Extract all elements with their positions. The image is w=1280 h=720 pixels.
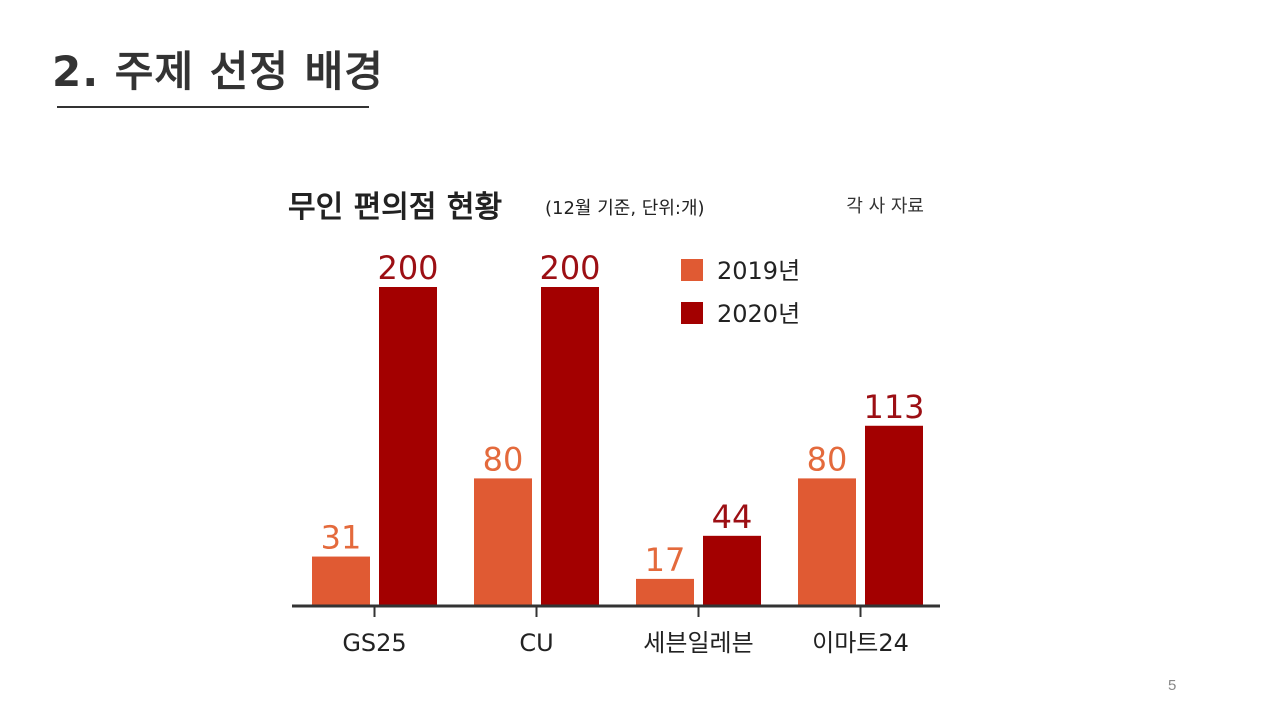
chart-title: 무인 편의점 현황 bbox=[288, 190, 502, 225]
value-label-2020-0: 200 bbox=[377, 249, 438, 287]
chart-value-labels: 31 200 80 200 17 44 80 113 bbox=[321, 249, 925, 579]
x-axis-ticks bbox=[373, 606, 862, 617]
value-label-2020-1: 200 bbox=[539, 249, 600, 287]
value-label-2020-2: 44 bbox=[712, 498, 753, 536]
bar-2020-3 bbox=[865, 425, 923, 606]
value-label-2019-3: 80 bbox=[807, 440, 848, 478]
bar-2020-1 bbox=[541, 287, 599, 606]
bar-2019-2 bbox=[636, 578, 694, 606]
chart-subtitle: (12월 기준, 단위:개) bbox=[545, 198, 705, 219]
value-label-2019-2: 17 bbox=[645, 541, 686, 579]
bar-2020-0 bbox=[379, 287, 437, 606]
bar-2019-1 bbox=[474, 478, 532, 606]
legend-swatch-2020 bbox=[681, 302, 703, 324]
legend-swatch-2019 bbox=[681, 259, 703, 281]
x-axis-category-labels: GS25 CU 세븐일레븐 이마트24 bbox=[342, 629, 909, 657]
chart-source: 각 사 자료 bbox=[846, 196, 924, 217]
chart-bars bbox=[312, 287, 923, 606]
bar-2020-2 bbox=[703, 535, 761, 606]
value-label-2019-1: 80 bbox=[483, 440, 524, 478]
bar-2019-3 bbox=[798, 478, 856, 606]
legend-label-2019: 2019년 bbox=[717, 257, 800, 285]
bar-2019-0 bbox=[312, 556, 370, 606]
page-number: 5 bbox=[1168, 677, 1177, 694]
category-label-1: CU bbox=[519, 629, 553, 657]
category-label-3: 이마트24 bbox=[812, 629, 909, 657]
value-label-2019-0: 31 bbox=[321, 519, 362, 557]
value-label-2020-3: 113 bbox=[863, 388, 924, 426]
slide-title: 2. 주제 선정 배경 bbox=[52, 47, 384, 96]
chart-legend: 2019년 2020년 bbox=[681, 257, 800, 328]
category-label-0: GS25 bbox=[342, 629, 406, 657]
title-underline bbox=[57, 106, 369, 108]
legend-label-2020: 2020년 bbox=[717, 300, 800, 328]
category-label-2: 세븐일레븐 bbox=[643, 629, 753, 657]
